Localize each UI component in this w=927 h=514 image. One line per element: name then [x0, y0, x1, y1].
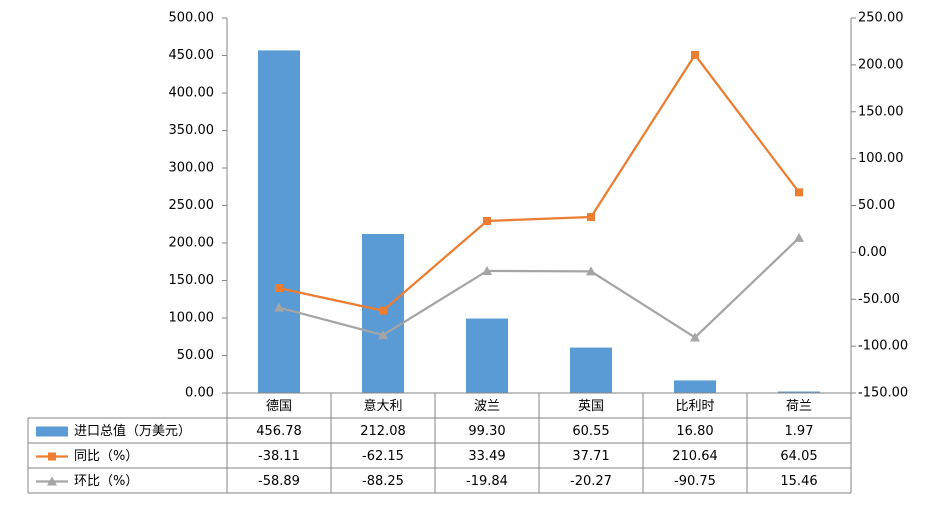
- point-marker: [690, 332, 700, 342]
- left-tick-label: 350.00: [169, 123, 215, 138]
- category-label: 英国: [578, 399, 604, 414]
- legend-series-name: 进口总值（万美元）: [74, 423, 191, 439]
- point-marker: [379, 306, 387, 315]
- point-marker: [691, 50, 699, 59]
- left-tick-label: 0.00: [185, 386, 214, 401]
- table-value: -88.25: [362, 474, 404, 489]
- point-marker: [482, 265, 492, 275]
- left-tick-label: 250.00: [169, 198, 215, 213]
- bar-6: [778, 391, 820, 393]
- legend-key-bar: [36, 426, 68, 437]
- table-value: -58.89: [258, 474, 300, 489]
- point-marker: [483, 216, 491, 225]
- table-value: 210.64: [672, 449, 718, 464]
- left-tick-label: 150.00: [169, 273, 215, 288]
- right-tick-label: 250.00: [858, 11, 904, 26]
- left-tick-label: 100.00: [169, 311, 215, 326]
- table-value: -19.84: [466, 474, 508, 489]
- legend-key-marker: [48, 452, 56, 461]
- table-value: 37.71: [572, 449, 609, 464]
- table-value: 99.30: [468, 424, 505, 439]
- table-value: -62.15: [362, 449, 404, 464]
- table-value: 33.49: [468, 449, 505, 464]
- table-value: 16.80: [676, 424, 713, 439]
- right-tick-label: -150.00: [858, 386, 908, 401]
- table-value: 15.46: [780, 474, 817, 489]
- category-label: 意大利: [363, 398, 402, 414]
- right-tick-label: 200.00: [858, 57, 904, 72]
- point-marker: [586, 266, 596, 276]
- right-tick-label: 0.00: [858, 245, 887, 260]
- category-label: 荷兰: [786, 399, 812, 414]
- left-tick-label: 50.00: [177, 348, 214, 363]
- left-tick-label: 300.00: [169, 161, 215, 176]
- point-marker: [275, 284, 283, 293]
- series-line-1: [278, 52, 800, 312]
- category-label: 比利时: [675, 399, 714, 414]
- category-label: 德国: [266, 399, 292, 414]
- series-line-2: [278, 237, 800, 339]
- table-value: -20.27: [570, 474, 612, 489]
- table-value: -90.75: [674, 474, 716, 489]
- bars-group: [258, 50, 820, 393]
- right-tick-label: -50.00: [858, 292, 900, 307]
- axes-group: 0.00 50.00 100.00 150.00 200.00 250.00 300.00 3…: [169, 11, 909, 401]
- table-value: -38.11: [258, 449, 300, 464]
- bar-1: [258, 50, 300, 393]
- right-tick-label: 150.00: [858, 104, 904, 119]
- left-tick-label: 400.00: [169, 86, 215, 101]
- left-tick-label: 500.00: [169, 11, 215, 26]
- bar-5: [674, 380, 716, 393]
- right-tick-label: -100.00: [858, 339, 908, 354]
- category-label: 波兰: [474, 399, 500, 414]
- table-value: 456.78: [256, 424, 302, 439]
- legend-key-marker: [47, 476, 57, 486]
- bar-3: [466, 318, 508, 393]
- point-marker: [795, 188, 803, 197]
- table-value: 60.55: [572, 424, 609, 439]
- bar-4: [570, 347, 612, 393]
- legend-series-name: 环比（%）: [74, 474, 138, 489]
- right-tick-label: 100.00: [858, 151, 904, 166]
- table-value: 212.08: [360, 424, 406, 439]
- lines-group: [274, 50, 804, 342]
- point-marker: [378, 330, 388, 340]
- point-marker: [587, 213, 595, 222]
- table-value: 64.05: [780, 449, 817, 464]
- right-tick-label: 50.00: [858, 198, 895, 213]
- left-tick-label: 200.00: [169, 236, 215, 251]
- point-marker: [794, 232, 804, 242]
- left-tick-label: 450.00: [169, 48, 215, 63]
- table-value: 1.97: [785, 424, 814, 439]
- legend-series-name: 同比（%）: [74, 449, 138, 464]
- point-marker: [274, 302, 284, 312]
